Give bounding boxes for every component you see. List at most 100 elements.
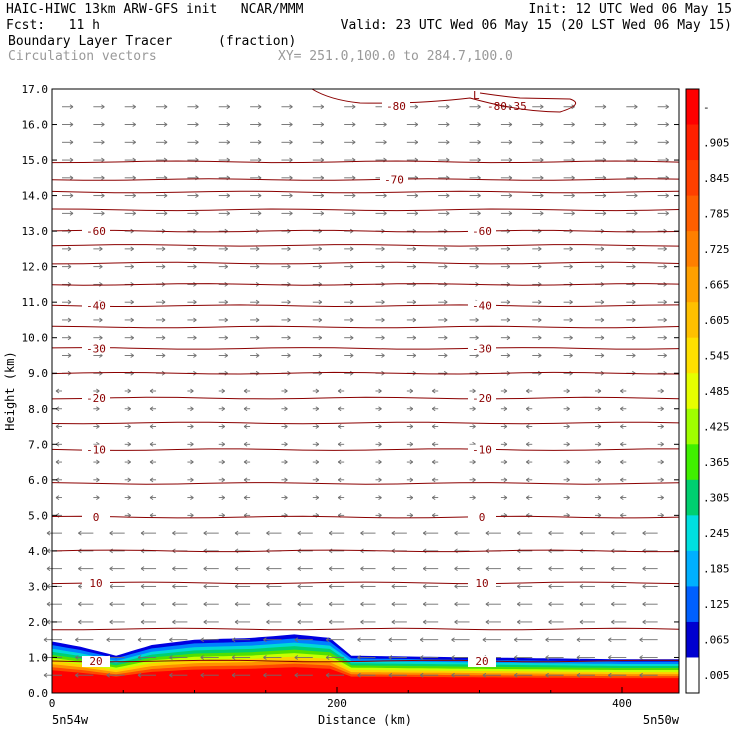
- vector-arrow: [297, 548, 313, 554]
- vector-arrow: [218, 335, 228, 341]
- vector-arrow: [234, 548, 251, 554]
- contour-line: [51, 178, 680, 181]
- vector-arrow: [626, 122, 638, 127]
- vector-arrow: [657, 104, 669, 110]
- vector-arrow: [281, 264, 291, 270]
- vector-arrow: [312, 175, 325, 181]
- contour-label: -80: [386, 100, 406, 113]
- vector-arrow: [657, 139, 669, 145]
- vector-arrow: [266, 601, 282, 607]
- y-tick-label: 14.0: [22, 190, 49, 203]
- vector-arrow: [375, 139, 387, 145]
- vector-arrow: [250, 210, 262, 216]
- vector-arrow: [200, 637, 219, 643]
- vector-arrow: [243, 406, 251, 412]
- vector-arrow: [642, 619, 658, 625]
- vector-arrow: [532, 353, 542, 358]
- vector-arrow: [344, 104, 356, 110]
- vector-arrow: [218, 122, 230, 127]
- vector-arrow: [563, 406, 570, 412]
- vector-arrow: [250, 122, 262, 127]
- vector-arrow: [250, 139, 262, 145]
- colorbar-label: .785: [703, 207, 730, 220]
- vector-arrow: [532, 104, 544, 110]
- vector-arrow: [391, 566, 407, 572]
- contour-line: [51, 549, 679, 553]
- vector-arrow: [328, 548, 345, 554]
- vector-arrow: [218, 441, 225, 447]
- contour-label-bg: [468, 444, 496, 456]
- vector-arrow: [532, 175, 544, 181]
- vector-arrow: [203, 548, 219, 554]
- vector-arrow: [62, 193, 74, 198]
- vector-arrow: [312, 122, 325, 127]
- vector-arrow: [140, 619, 157, 625]
- tracer-fill: [52, 634, 679, 693]
- vector-arrow: [78, 601, 94, 607]
- vector-arrow: [250, 264, 260, 270]
- vector-arrow: [312, 406, 320, 412]
- vector-arrow: [344, 353, 354, 358]
- vector-arrow: [312, 299, 323, 305]
- vector-arrow: [469, 157, 481, 163]
- vector-arrow: [344, 299, 354, 305]
- vector-arrow: [124, 335, 134, 341]
- vector-arrow: [93, 264, 103, 270]
- contour-label: 0: [479, 511, 486, 524]
- vector-arrow: [406, 512, 414, 518]
- vector-arrow: [639, 655, 658, 660]
- contour-label-bg: [82, 577, 110, 589]
- vector-arrow: [514, 637, 533, 643]
- vector-arrow: [375, 353, 385, 358]
- vector-arrow: [218, 299, 228, 305]
- vector-arrow: [312, 317, 323, 323]
- vector-arrow: [657, 282, 667, 287]
- vector-arrow: [218, 353, 228, 358]
- contour-label-bg: [382, 101, 410, 112]
- vector-arrow: [187, 246, 197, 252]
- x-tick-label: 0: [49, 697, 56, 710]
- vector-arrow: [357, 655, 376, 660]
- vector-arrow: [250, 370, 260, 376]
- vector-arrow: [281, 139, 293, 145]
- vector-arrow: [500, 477, 508, 483]
- vector-arrow: [218, 370, 228, 376]
- vector-arrow: [482, 672, 501, 678]
- colorbar-swatch: [686, 89, 699, 126]
- vector-arrow: [312, 264, 323, 270]
- vector-arrow: [406, 210, 419, 216]
- y-tick-label: 17.0: [22, 83, 49, 96]
- contour-label-bg: [82, 512, 110, 524]
- contour-line: [51, 283, 680, 286]
- contour-label: 20: [89, 655, 102, 668]
- vector-arrow: [124, 370, 134, 376]
- vector-arrow: [620, 406, 627, 412]
- vector-arrow: [93, 193, 105, 198]
- vector-arrow: [626, 264, 636, 270]
- colorbar-swatch: [686, 586, 699, 623]
- vector-arrow: [594, 459, 602, 465]
- colorbar: - .905 .845 .785 .725 .665 .605 .545 .485 .425 .36…: [685, 88, 730, 694]
- vector-arrow: [406, 264, 417, 270]
- contour-line: [51, 304, 680, 308]
- colorbar-swatch: [686, 657, 699, 694]
- contour-label-bg: [468, 577, 496, 589]
- vector-arrow: [642, 566, 658, 572]
- vector-arrow: [337, 495, 345, 500]
- vector-arrow: [517, 601, 533, 607]
- colorbar-label: .245: [703, 527, 730, 540]
- vector-arrow: [576, 655, 595, 660]
- y-tick-label: 11.0: [22, 296, 49, 309]
- vector-arrow: [187, 459, 194, 465]
- vector-arrow: [406, 335, 417, 341]
- vector-arrow: [93, 477, 100, 483]
- colorbar-label: .665: [703, 278, 730, 291]
- y-tick-label: 4.0: [28, 545, 48, 558]
- contour-label: -30: [86, 342, 106, 355]
- vector-arrow: [93, 175, 105, 181]
- vector-arrow: [124, 139, 136, 145]
- vector-arrow: [500, 335, 511, 341]
- vector-arrow: [594, 122, 607, 127]
- vector-arrow: [485, 619, 501, 625]
- vector-arrow: [375, 193, 387, 198]
